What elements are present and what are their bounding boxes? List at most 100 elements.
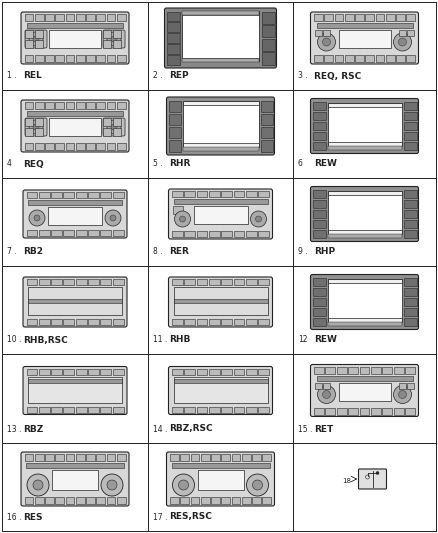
Bar [100,279,111,285]
Bar [312,278,325,286]
Bar [27,279,37,285]
Bar [221,191,232,197]
FancyBboxPatch shape [169,277,272,327]
Circle shape [173,474,194,496]
Bar [197,231,208,237]
Bar [261,101,272,112]
Bar [371,408,381,415]
Bar [258,191,269,197]
Bar [328,233,402,238]
Bar [76,102,85,109]
Bar [173,206,183,214]
Bar [183,101,258,147]
Bar [25,454,33,461]
Bar [246,231,257,237]
Bar [394,408,403,415]
Bar [103,128,111,136]
Bar [35,497,43,504]
Bar [113,319,124,325]
Bar [66,454,74,461]
Bar [64,368,74,375]
Bar [28,287,122,315]
Bar [39,368,49,375]
Bar [246,319,257,325]
Bar [25,128,33,136]
Bar [322,30,329,36]
Bar [100,368,111,375]
Bar [328,102,402,146]
Bar [76,368,87,375]
Bar [221,279,232,285]
Bar [314,30,321,36]
FancyBboxPatch shape [166,452,275,506]
Bar [246,407,257,413]
Bar [314,14,323,21]
FancyBboxPatch shape [169,367,272,415]
Bar [25,55,33,62]
Bar [35,118,43,126]
Bar [324,14,333,21]
Text: RBZ,RSC: RBZ,RSC [169,424,212,433]
Bar [88,192,99,198]
Bar [25,497,33,504]
FancyBboxPatch shape [23,367,127,415]
Bar [209,231,220,237]
Bar [328,107,402,141]
Bar [242,497,251,504]
Bar [312,210,325,218]
Bar [66,102,74,109]
Bar [312,230,325,238]
Bar [406,55,415,62]
Bar [88,230,99,236]
Bar [312,288,325,296]
Circle shape [110,215,116,221]
Bar [26,463,124,468]
Bar [403,122,417,130]
Bar [86,454,95,461]
Circle shape [111,36,117,42]
Circle shape [393,385,411,403]
Circle shape [247,474,268,496]
Bar [166,55,180,64]
FancyBboxPatch shape [25,30,47,48]
Bar [113,279,124,285]
Bar [258,279,269,285]
Bar [113,30,121,38]
Bar [314,383,321,389]
Bar [45,14,54,21]
Circle shape [318,385,336,403]
Bar [96,497,105,504]
Text: RES,RSC: RES,RSC [169,513,212,521]
Bar [66,143,74,150]
Bar [324,55,333,62]
Bar [181,11,258,15]
Bar [365,55,374,62]
Bar [173,287,268,315]
Bar [88,407,99,413]
Bar [86,102,95,109]
Circle shape [174,211,191,227]
Bar [25,14,33,21]
FancyBboxPatch shape [311,187,418,241]
Bar [27,230,37,236]
Bar [113,128,121,136]
Bar [184,407,195,413]
Bar [403,298,417,306]
Bar [261,52,275,64]
Circle shape [399,391,406,399]
Bar [348,367,358,374]
Text: RHR: RHR [169,159,191,168]
Text: REP: REP [169,71,189,80]
Bar [403,190,417,198]
FancyBboxPatch shape [311,274,418,329]
Bar [312,308,325,316]
Bar [312,112,325,120]
Bar [258,319,269,325]
Bar [106,497,115,504]
Bar [35,143,43,150]
Bar [55,55,64,62]
Text: REQ: REQ [23,159,44,168]
Bar [55,14,64,21]
Circle shape [252,480,262,490]
Bar [39,319,49,325]
